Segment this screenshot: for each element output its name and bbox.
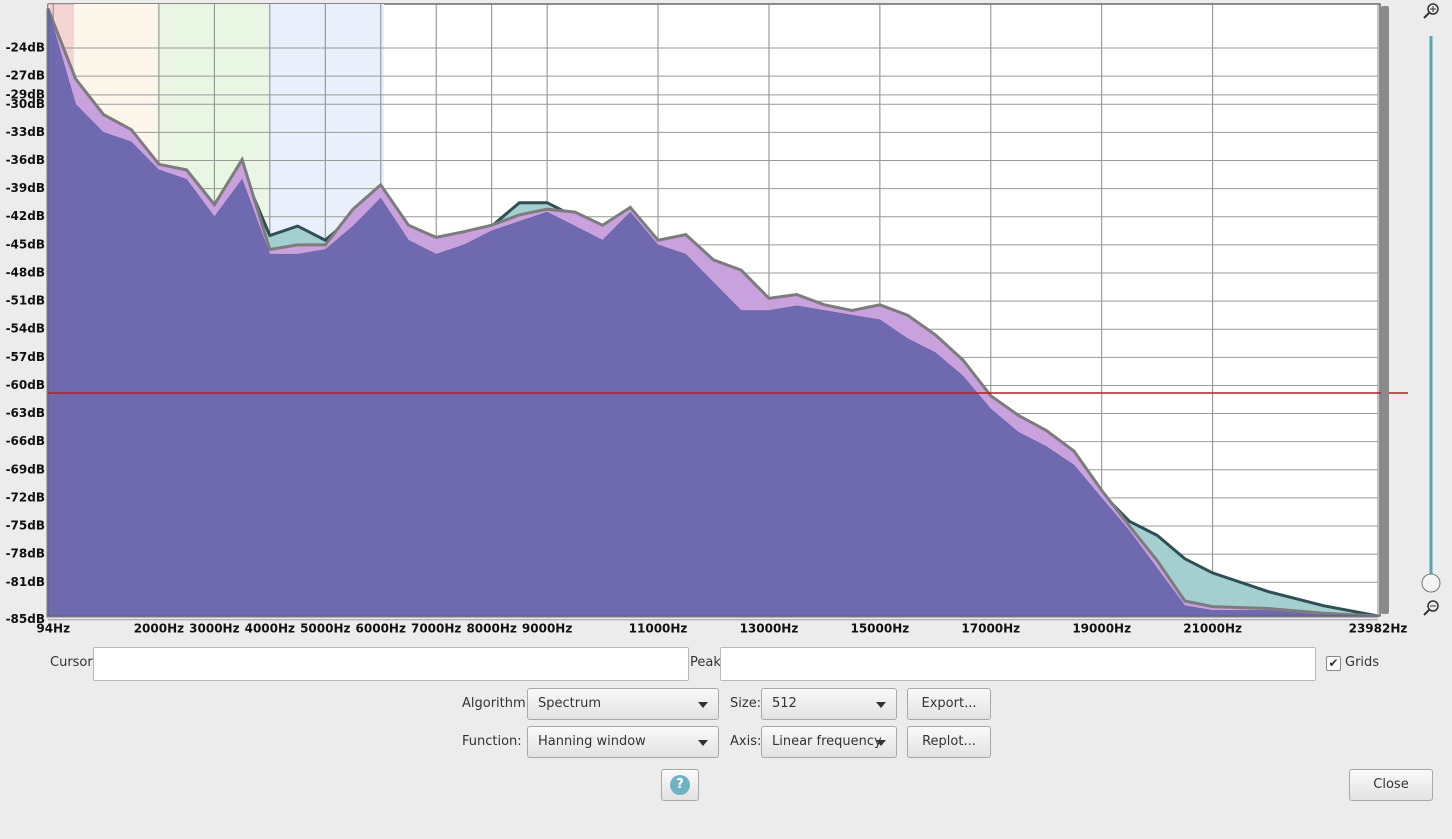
- y-tick-label: -57dB: [6, 350, 45, 364]
- algorithm-label: Algorithm:: [462, 696, 531, 711]
- peak-label: Peak:: [690, 655, 726, 670]
- y-tick-label: -29dB: [6, 87, 45, 101]
- zoom-out-icon[interactable]: [1423, 600, 1439, 616]
- y-tick-label: -27dB: [6, 69, 45, 83]
- y-tick-label: -39dB: [6, 181, 45, 195]
- cursor-label: Cursor:: [50, 655, 97, 670]
- y-tick-label: -48dB: [6, 265, 45, 279]
- y-tick-label: -63dB: [6, 406, 45, 420]
- y-tick-label: -75dB: [6, 519, 45, 533]
- x-tick-label: 13000Hz: [740, 622, 799, 636]
- size-select[interactable]: 512: [761, 688, 897, 720]
- y-tick-label: -42dB: [6, 209, 45, 223]
- axis-label: Axis:: [730, 734, 762, 749]
- zoom-slider-knob[interactable]: [1421, 573, 1441, 593]
- x-tick-label: 4000Hz: [245, 622, 295, 636]
- axis-select[interactable]: Linear frequency: [761, 726, 897, 758]
- function-label: Function:: [462, 734, 522, 749]
- scrollbar[interactable]: [1381, 6, 1389, 614]
- y-tick-label: -78dB: [6, 547, 45, 561]
- help-icon: ?: [670, 775, 690, 795]
- x-tick-label: 9000Hz: [522, 622, 572, 636]
- y-tick-label: -69dB: [6, 462, 45, 476]
- close-button[interactable]: Close: [1349, 769, 1433, 801]
- x-tick-label: 15000Hz: [850, 622, 909, 636]
- y-tick-label: -24dB: [6, 41, 45, 55]
- y-tick-label: -66dB: [6, 434, 45, 448]
- grids-checkbox[interactable]: ✔: [1326, 656, 1341, 671]
- x-tick-label: 19000Hz: [1072, 622, 1131, 636]
- grids-label[interactable]: Grids: [1345, 655, 1380, 670]
- x-tick-label: 2000Hz: [134, 622, 184, 636]
- cursor-field[interactable]: [93, 647, 689, 681]
- x-tick-label: 7000Hz: [411, 622, 461, 636]
- y-tick-label: -81dB: [6, 575, 45, 589]
- y-tick-label: -60dB: [6, 378, 45, 392]
- y-tick-label: -54dB: [6, 322, 45, 336]
- x-tick-label: 17000Hz: [961, 622, 1020, 636]
- export-button[interactable]: Export...: [907, 688, 991, 720]
- function-select[interactable]: Hanning window: [527, 726, 719, 758]
- x-tick-label: 23982Hz: [1349, 622, 1408, 636]
- help-button[interactable]: ?: [661, 769, 699, 801]
- y-tick-label: -85dB: [6, 612, 45, 626]
- x-tick-label: 94Hz: [36, 622, 70, 636]
- x-tick-label: 21000Hz: [1183, 622, 1242, 636]
- x-tick-label: 5000Hz: [300, 622, 350, 636]
- y-tick-label: -30dB: [6, 97, 45, 111]
- y-tick-label: -72dB: [6, 490, 45, 504]
- y-tick-label: -33dB: [6, 125, 45, 139]
- spectrum-area: [47, 8, 1379, 617]
- spectrum-plot: 94Hz 2000Hz 3000Hz 4000Hz 5000Hz 6000Hz 7000Hz…: [6, 3, 1441, 636]
- x-tick-label: 3000Hz: [189, 622, 239, 636]
- algorithm-select[interactable]: Spectrum: [527, 688, 719, 720]
- zoom-in-icon[interactable]: [1423, 3, 1439, 19]
- size-label: Size:: [730, 696, 762, 711]
- y-tick-label: -45dB: [6, 237, 45, 251]
- x-tick-label: 6000Hz: [356, 622, 406, 636]
- x-tick-label: 11000Hz: [629, 622, 688, 636]
- y-tick-label: -36dB: [6, 153, 45, 167]
- peak-field[interactable]: [720, 647, 1316, 681]
- y-tick-label: -51dB: [6, 294, 45, 308]
- replot-button[interactable]: Replot...: [907, 726, 991, 758]
- x-tick-label: 8000Hz: [466, 622, 516, 636]
